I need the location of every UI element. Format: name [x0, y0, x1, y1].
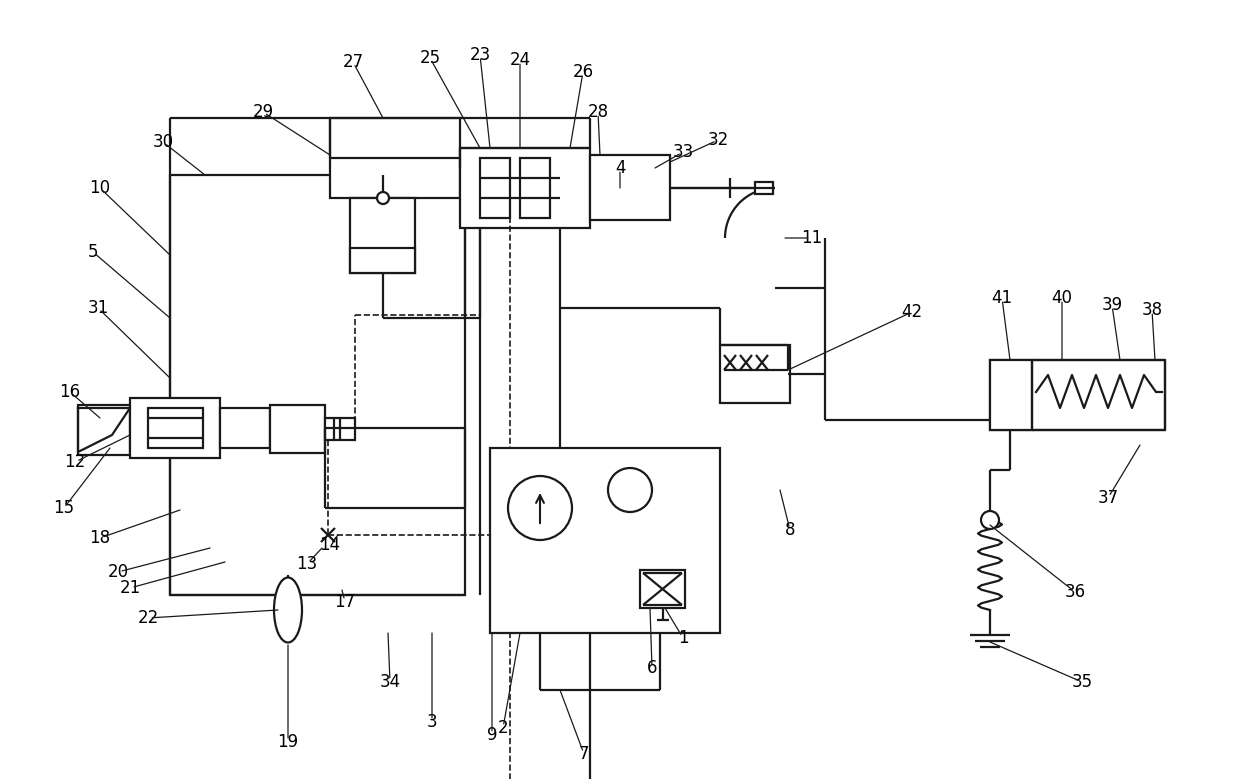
Text: 3: 3: [427, 713, 438, 731]
Text: 38: 38: [1142, 301, 1163, 319]
Text: 8: 8: [785, 521, 795, 539]
Bar: [480, 158, 510, 218]
Text: 24: 24: [510, 51, 531, 69]
Circle shape: [508, 476, 572, 540]
Bar: [330, 118, 460, 198]
Text: 10: 10: [89, 179, 110, 197]
Text: 37: 37: [1097, 489, 1118, 507]
Text: 36: 36: [1064, 583, 1085, 601]
Text: 6: 6: [647, 659, 657, 677]
Text: 33: 33: [672, 143, 693, 161]
Text: 28: 28: [588, 103, 609, 121]
Text: 27: 27: [342, 53, 363, 71]
Text: 34: 34: [379, 673, 401, 691]
Polygon shape: [78, 405, 130, 455]
Bar: [350, 248, 415, 273]
Bar: [640, 570, 684, 608]
Bar: [720, 345, 790, 403]
Text: 12: 12: [64, 453, 86, 471]
Text: 23: 23: [470, 46, 491, 64]
Bar: [325, 418, 355, 440]
Text: 11: 11: [801, 229, 822, 247]
Text: 32: 32: [707, 131, 729, 149]
Text: 19: 19: [278, 733, 299, 751]
Text: 7: 7: [579, 745, 589, 763]
Text: 5: 5: [88, 243, 98, 261]
Bar: [219, 408, 270, 448]
Text: 1: 1: [678, 629, 688, 647]
Text: 20: 20: [108, 563, 129, 581]
Bar: [490, 448, 720, 633]
Text: 26: 26: [573, 63, 594, 81]
Text: 17: 17: [335, 593, 356, 611]
Text: 40: 40: [1052, 289, 1073, 307]
Text: 4: 4: [615, 159, 625, 177]
Text: 21: 21: [119, 579, 140, 597]
Circle shape: [377, 192, 389, 204]
Text: 39: 39: [1101, 296, 1122, 314]
Text: 30: 30: [153, 133, 174, 151]
Text: 15: 15: [53, 499, 74, 517]
Circle shape: [608, 468, 652, 512]
Bar: [350, 198, 415, 273]
Ellipse shape: [274, 577, 303, 643]
Bar: [148, 408, 203, 448]
Bar: [460, 148, 590, 228]
Bar: [130, 398, 219, 458]
Bar: [990, 360, 1166, 430]
Bar: [990, 360, 1032, 430]
Bar: [755, 182, 773, 194]
Text: 18: 18: [89, 529, 110, 547]
Text: 31: 31: [87, 299, 109, 317]
Text: 9: 9: [487, 726, 497, 744]
Bar: [270, 405, 325, 453]
Text: 25: 25: [419, 49, 440, 67]
Text: 35: 35: [1071, 673, 1092, 691]
Text: 29: 29: [253, 103, 274, 121]
Text: 13: 13: [296, 555, 317, 573]
Text: 14: 14: [320, 536, 341, 554]
Text: 22: 22: [138, 609, 159, 627]
Text: 2: 2: [497, 719, 508, 737]
Bar: [520, 158, 551, 218]
Bar: [170, 175, 465, 595]
Text: 41: 41: [992, 289, 1013, 307]
Bar: [590, 155, 670, 220]
Text: 16: 16: [60, 383, 81, 401]
Circle shape: [981, 511, 999, 529]
Text: 42: 42: [901, 303, 923, 321]
